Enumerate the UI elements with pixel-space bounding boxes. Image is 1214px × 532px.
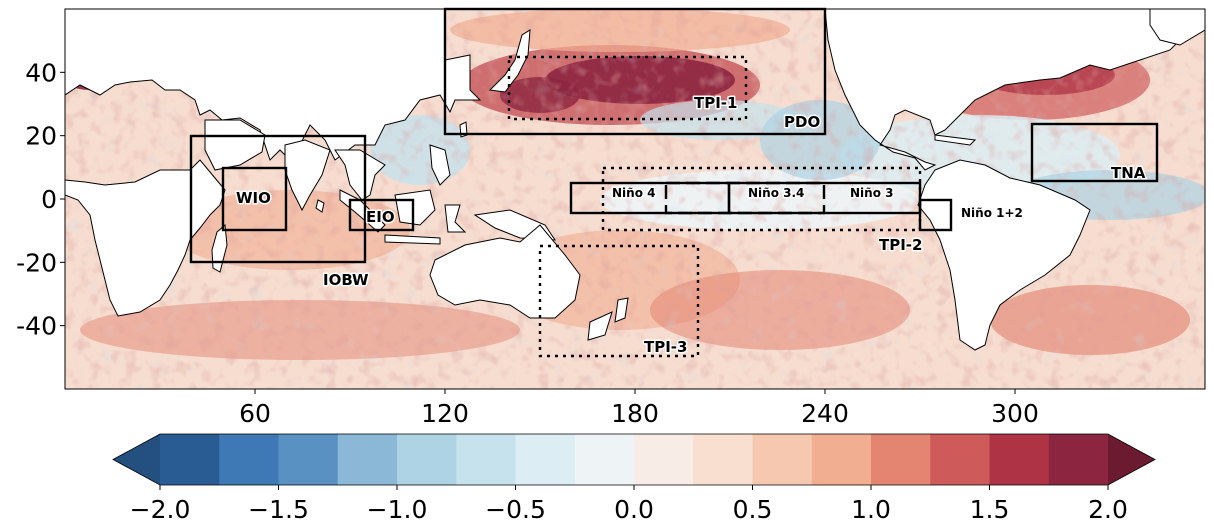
colorbar-extend-low: [113, 434, 160, 485]
philippines: [429, 144, 451, 186]
colorbar-bin: [574, 434, 635, 485]
label-tna: TNA: [1111, 164, 1146, 182]
colorbar-bin: [752, 434, 813, 485]
colorbar-tick-label: 0.0: [614, 495, 654, 524]
y-axis-ticks: 40 20 0 -20 -40: [16, 58, 65, 341]
colorbar-tick-label: −1.5: [248, 495, 309, 524]
colorbar-bin: [219, 434, 279, 485]
new-zealand-s: [587, 311, 613, 341]
colorbar-bin: [989, 434, 1050, 485]
x-tick-label: 240: [801, 399, 849, 428]
colorbar-tick-label: 2.0: [1088, 495, 1128, 524]
colorbar-bin: [930, 434, 990, 485]
madagascar: [211, 223, 228, 273]
label-wio: WIO: [236, 189, 271, 207]
x-tick-label: 180: [611, 399, 659, 428]
y-tick-label: 40: [25, 58, 57, 87]
colorbar-ticks: −2.0 −1.5 −1.0 −0.5 0.0 0.5 1.0 1.5 2.0: [130, 485, 1128, 524]
y-tick-label: 0: [41, 185, 57, 214]
label-nino3: Niño 3: [850, 186, 893, 200]
tpi2-box: [601, 166, 922, 232]
colorbar-tick-label: −1.0: [367, 495, 428, 524]
java: [384, 234, 441, 245]
region-labels: TPI-1 PDO WIO EIO IOBW Niño 4 Niño 3.4 N…: [235, 93, 1148, 358]
nino3-box: [727, 181, 922, 215]
sst-anomaly-map: [65, 9, 1205, 389]
label-eio: EIO: [366, 208, 395, 226]
y-tick-label: -40: [16, 312, 57, 341]
tpi3-box: [538, 244, 700, 358]
sulawesi: [444, 204, 467, 233]
label-pdo: PDO: [784, 113, 820, 131]
label-tpi3: TPI-3: [644, 338, 687, 356]
pdo-box: [443, 7, 827, 136]
x-tick-label: 120: [421, 399, 469, 428]
colorbar-bin: [1048, 434, 1109, 485]
x-tick-label: 300: [991, 399, 1039, 428]
colorbar-bin: [278, 434, 339, 485]
colorbar-tick-label: −2.0: [130, 495, 191, 524]
colorbar-bin: [811, 434, 872, 485]
tna-box: [1030, 122, 1159, 183]
colorbar-bin: [871, 434, 931, 485]
india: [284, 139, 331, 212]
label-tpi2: TPI-2: [879, 236, 922, 254]
colorbar-bin: [515, 434, 576, 485]
x-axis-ticks: 60 120 180 240 300: [239, 389, 1039, 428]
index-regions: [189, 7, 1159, 358]
label-tpi1: TPI-1: [694, 94, 737, 112]
tpi1-box: [507, 55, 748, 121]
greenland: [1149, 9, 1205, 46]
x-tick-label: 60: [239, 399, 271, 428]
colorbar-bin: [693, 434, 753, 485]
land: [65, 9, 1205, 351]
colorbar-tick-label: −0.5: [485, 495, 546, 524]
eio-box: [348, 198, 415, 232]
colorbar-extend-high: [1108, 434, 1155, 485]
australia: [429, 224, 581, 319]
south-america: [917, 159, 1091, 351]
y-tick-label: -20: [16, 248, 57, 277]
wio-box: [221, 166, 288, 232]
nino12-box: [918, 198, 953, 232]
label-nino34: Niño 3.4: [748, 186, 804, 200]
colorbar-bin: [160, 434, 220, 485]
colorbar-bin: [337, 434, 398, 485]
colorbar-bin: [456, 434, 516, 485]
sri-lanka: [315, 199, 325, 213]
colorbar-tick-label: 1.0: [851, 495, 891, 524]
colorbar-tick-label: 0.5: [733, 495, 773, 524]
y-tick-label: 20: [25, 122, 57, 151]
label-nino4: Niño 4: [612, 186, 655, 200]
colorbar-bin: [634, 434, 694, 485]
new-zealand-n: [614, 297, 629, 323]
label-nino12: Niño 1+2: [961, 206, 1023, 220]
se-asia: [334, 149, 386, 201]
cuba: [934, 134, 977, 146]
north-america: [824, 9, 1205, 171]
label-iobw: IOBW: [323, 271, 369, 289]
colorbar-tick-label: 1.5: [970, 495, 1010, 524]
africa: [65, 159, 226, 317]
colorbar-bin: [397, 434, 457, 485]
borneo: [394, 189, 436, 226]
colorbar: [112, 433, 1156, 486]
arabia: [204, 119, 266, 171]
